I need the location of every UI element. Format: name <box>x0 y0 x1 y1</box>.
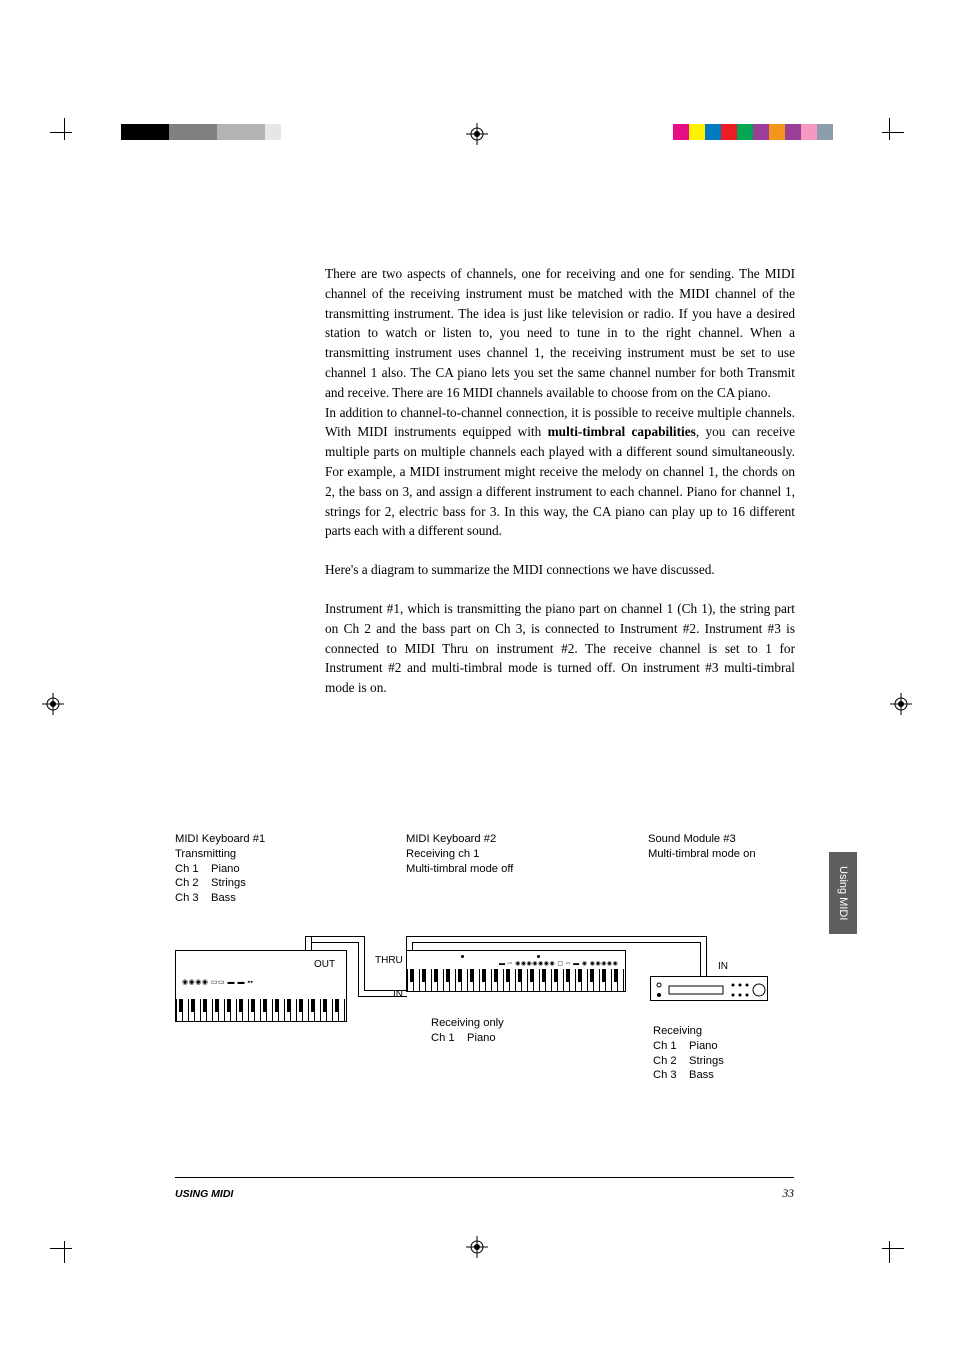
side-tab: Using MIDI <box>829 852 857 934</box>
port-thru-label: THRU <box>375 954 403 969</box>
channel-row: Ch 1Piano <box>653 1039 724 1054</box>
diagram-mod3-recv: Receiving Ch 1PianoCh 2StringsCh 3Bass <box>653 1024 724 1083</box>
crop-mark <box>882 1248 904 1249</box>
keyboard-keys-icon <box>176 999 346 1021</box>
channel-row: Ch 2Strings <box>175 876 265 891</box>
colorbar-left <box>121 124 281 140</box>
channel-row: Ch 1Piano <box>175 862 265 877</box>
diagram-kb1-device: ◉◉◉◉ ▭▭ ▬ ▬ ▪▪ <box>175 972 347 1022</box>
body-paragraph: There are two aspects of channels, one f… <box>325 264 795 403</box>
registration-mark-icon <box>890 693 912 715</box>
channel-row: Ch 3Bass <box>653 1068 724 1083</box>
crop-mark <box>889 1241 890 1263</box>
footer-section-title: USING MIDI <box>175 1188 233 1200</box>
keyboard-keys-icon <box>407 969 625 991</box>
diagram-kb2-label: MIDI Keyboard #2 Receiving ch 1 Multi-ti… <box>406 832 513 876</box>
colorbar-right <box>673 124 833 140</box>
channel-row: Ch 1Piano <box>431 1031 504 1046</box>
channel-row: Ch 2Strings <box>653 1054 724 1069</box>
channel-row: Ch 3Bass <box>175 891 265 906</box>
registration-mark-icon <box>466 123 488 145</box>
midi-diagram: MIDI Keyboard #1 Transmitting Ch 1PianoC… <box>175 832 805 1102</box>
registration-mark-icon <box>42 693 64 715</box>
crop-mark <box>889 118 890 140</box>
footer-rule <box>175 1177 794 1178</box>
diagram-mod3-device <box>650 976 768 1001</box>
diagram-kb2-recv: Receiving only Ch 1Piano <box>431 1016 504 1046</box>
diagram-kb2-device: ▬ ▫▫ ◉◉◉◉◉◉◉ ▢ ▫▫ ▬ ◉ ◉◉◉◉◉ <box>406 950 626 992</box>
crop-mark <box>64 1241 65 1263</box>
port-in-label: IN <box>718 960 728 975</box>
kb1-panel-icon: ◉◉◉◉ ▭▭ ▬ ▬ ▪▪ <box>182 976 253 991</box>
body-text: There are two aspects of channels, one f… <box>325 264 795 698</box>
body-paragraph: In addition to channel-to-channel connec… <box>325 403 795 542</box>
port-out-label: OUT <box>314 958 335 973</box>
crop-mark <box>882 132 904 133</box>
diagram-kb1-label: MIDI Keyboard #1 Transmitting Ch 1PianoC… <box>175 832 265 906</box>
diagram-mod3-label: Sound Module #3 Multi-timbral mode on <box>648 832 756 862</box>
crop-mark <box>64 118 65 140</box>
module-panel-icon <box>651 977 769 1002</box>
crop-mark <box>50 1248 72 1249</box>
registration-mark-icon <box>466 1236 488 1258</box>
kb2-panel-icon: ▬ ▫▫ ◉◉◉◉◉◉◉ ▢ ▫▫ ▬ ◉ ◉◉◉◉◉ <box>499 957 619 972</box>
crop-mark <box>50 132 72 133</box>
footer-page-number: 33 <box>783 1188 795 1200</box>
body-paragraph: Instrument #1, which is transmitting the… <box>325 599 795 698</box>
body-paragraph: Here's a diagram to summarize the MIDI c… <box>325 560 795 580</box>
